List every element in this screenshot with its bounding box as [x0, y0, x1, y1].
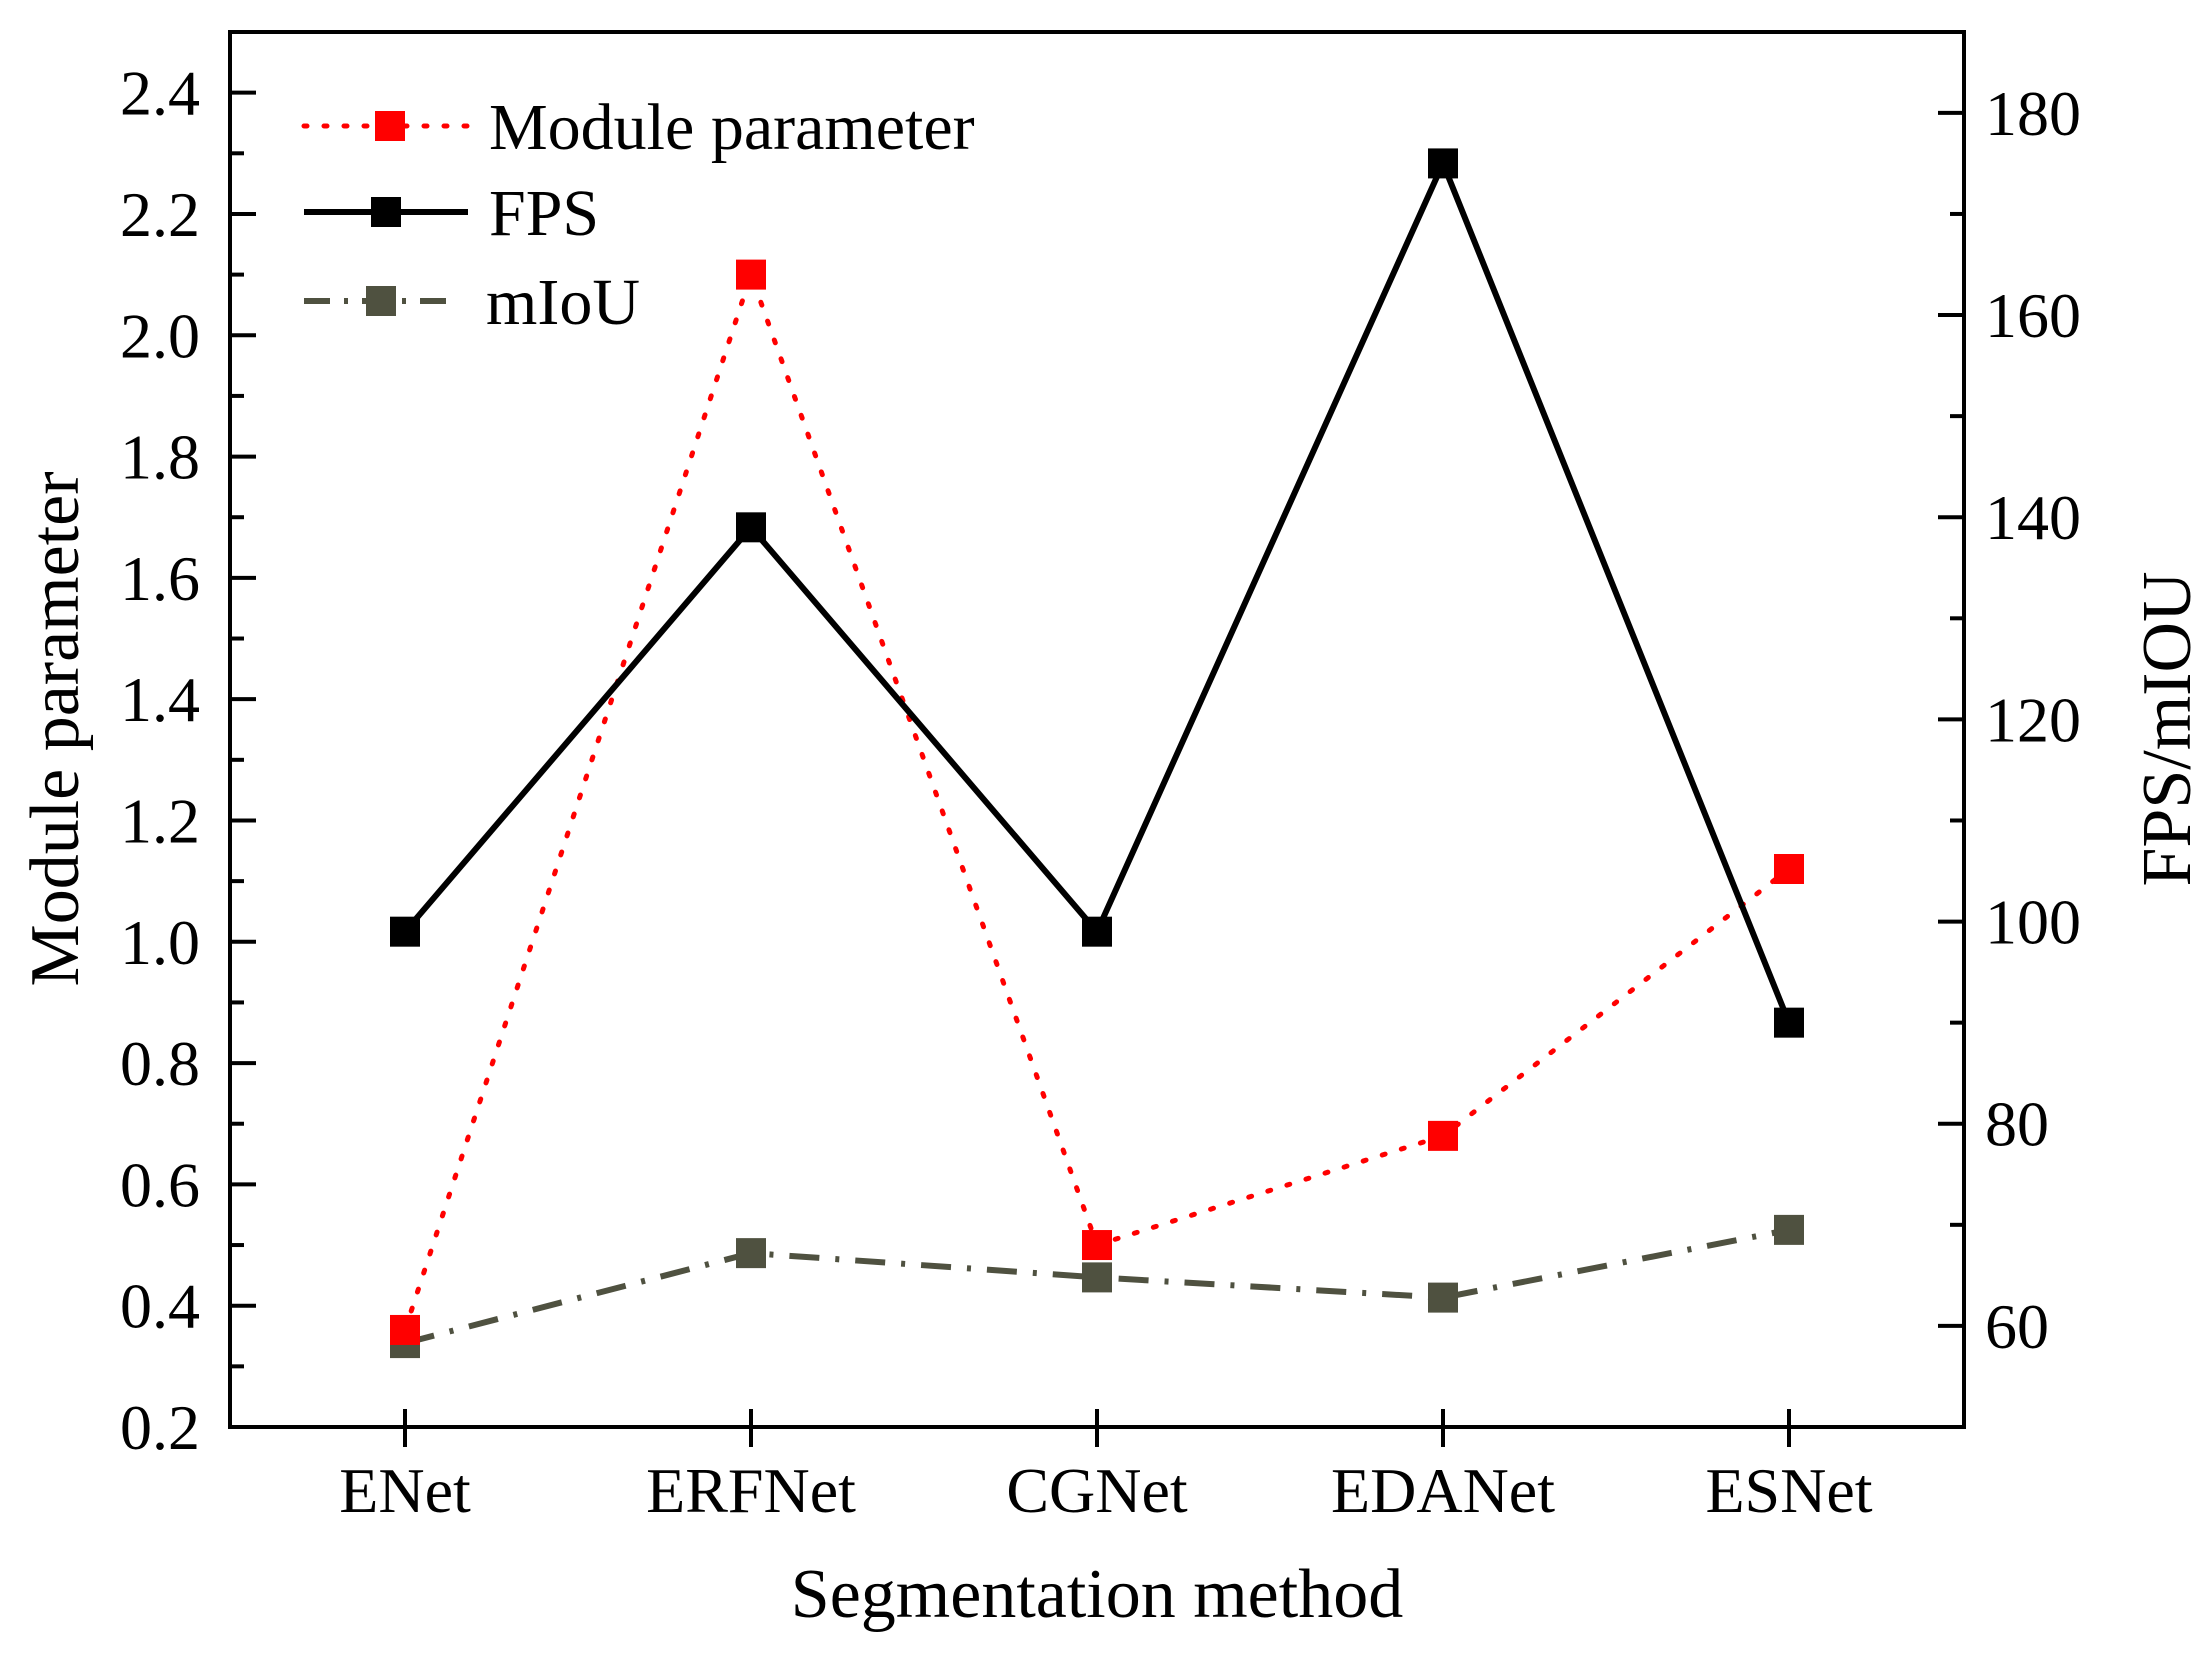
right-tick-label: 60	[1985, 1291, 2049, 1362]
legend-label-miou: mIoU	[486, 266, 640, 339]
x-tick-label: EDANet	[1331, 1455, 1555, 1526]
x-tick-label: ENet	[339, 1455, 471, 1526]
series-line-miou	[404, 1226, 1790, 1347]
left-tick-label: 0.4	[120, 1271, 200, 1342]
right-tick-label: 120	[1985, 684, 2081, 755]
left-tick-label: 2.4	[120, 58, 200, 129]
left-axis: 0.2 0.4 0.6 0.8 1.0 1.2 1.4 1.6 1.8 2.0 2.2 2.4	[120, 58, 256, 1463]
x-tick-label: CGNet	[1006, 1455, 1188, 1526]
series-marker-module-parameter	[1428, 1120, 1458, 1151]
series-marker-module-parameter	[1774, 854, 1804, 884]
left-tick-label: 0.2	[120, 1392, 200, 1463]
series-marker-miou	[1082, 1262, 1112, 1293]
left-tick-label: 1.0	[120, 907, 200, 978]
left-tick-label: 0.8	[120, 1028, 200, 1099]
left-tick-label: 1.4	[120, 664, 200, 735]
legend-label-fps: FPS	[489, 177, 599, 250]
series-layer	[390, 148, 1804, 1359]
series-marker-fps	[390, 916, 420, 947]
series-marker-miou	[1428, 1282, 1458, 1313]
x-axis-title: Segmentation method	[791, 1556, 1403, 1633]
left-tick-label: 0.6	[120, 1149, 200, 1220]
right-tick-label: 100	[1985, 887, 2081, 958]
left-tick-label: 1.8	[120, 422, 200, 493]
x-axis: ENet ERFNet CGNet EDANet ESNet	[339, 1409, 1873, 1526]
x-tick-label: ESNet	[1705, 1455, 1872, 1526]
legend: Module parameter FPS mIoU	[301, 91, 975, 339]
right-tick-label: 80	[1985, 1089, 2049, 1160]
series-marker-module-parameter	[1082, 1230, 1112, 1261]
series-marker-miou	[736, 1238, 766, 1269]
legend-label-module-parameter: Module parameter	[489, 91, 975, 164]
right-tick-label: 160	[1985, 280, 2081, 351]
left-tick-label: 2.2	[120, 179, 200, 250]
legend-marker-fps	[371, 197, 401, 227]
left-tick-label: 1.6	[120, 543, 200, 614]
series-line-module-parameter	[402, 272, 1792, 1333]
series-marker-module-parameter	[390, 1314, 420, 1345]
series-marker-fps	[1774, 1007, 1804, 1038]
right-tick-label: 140	[1985, 482, 2081, 553]
series-marker-module-parameter	[736, 259, 766, 290]
series-marker-miou	[1774, 1214, 1804, 1245]
series-marker-fps	[1428, 148, 1458, 179]
right-axis: 60 80 100 120 140 160 180	[1938, 78, 2081, 1429]
left-tick-label: 1.2	[120, 785, 200, 856]
right-tick-label: 180	[1985, 78, 2081, 149]
left-axis-title: Module parameter	[17, 471, 94, 986]
legend-marker-miou	[366, 286, 396, 316]
series-marker-fps	[736, 512, 766, 543]
legend-marker-module-parameter	[375, 111, 405, 141]
series-marker-fps	[1082, 916, 1112, 947]
left-tick-label: 2.0	[120, 300, 200, 371]
x-tick-label: ERFNet	[646, 1455, 856, 1526]
right-axis-title: FPS/mIOU	[2129, 571, 2206, 886]
